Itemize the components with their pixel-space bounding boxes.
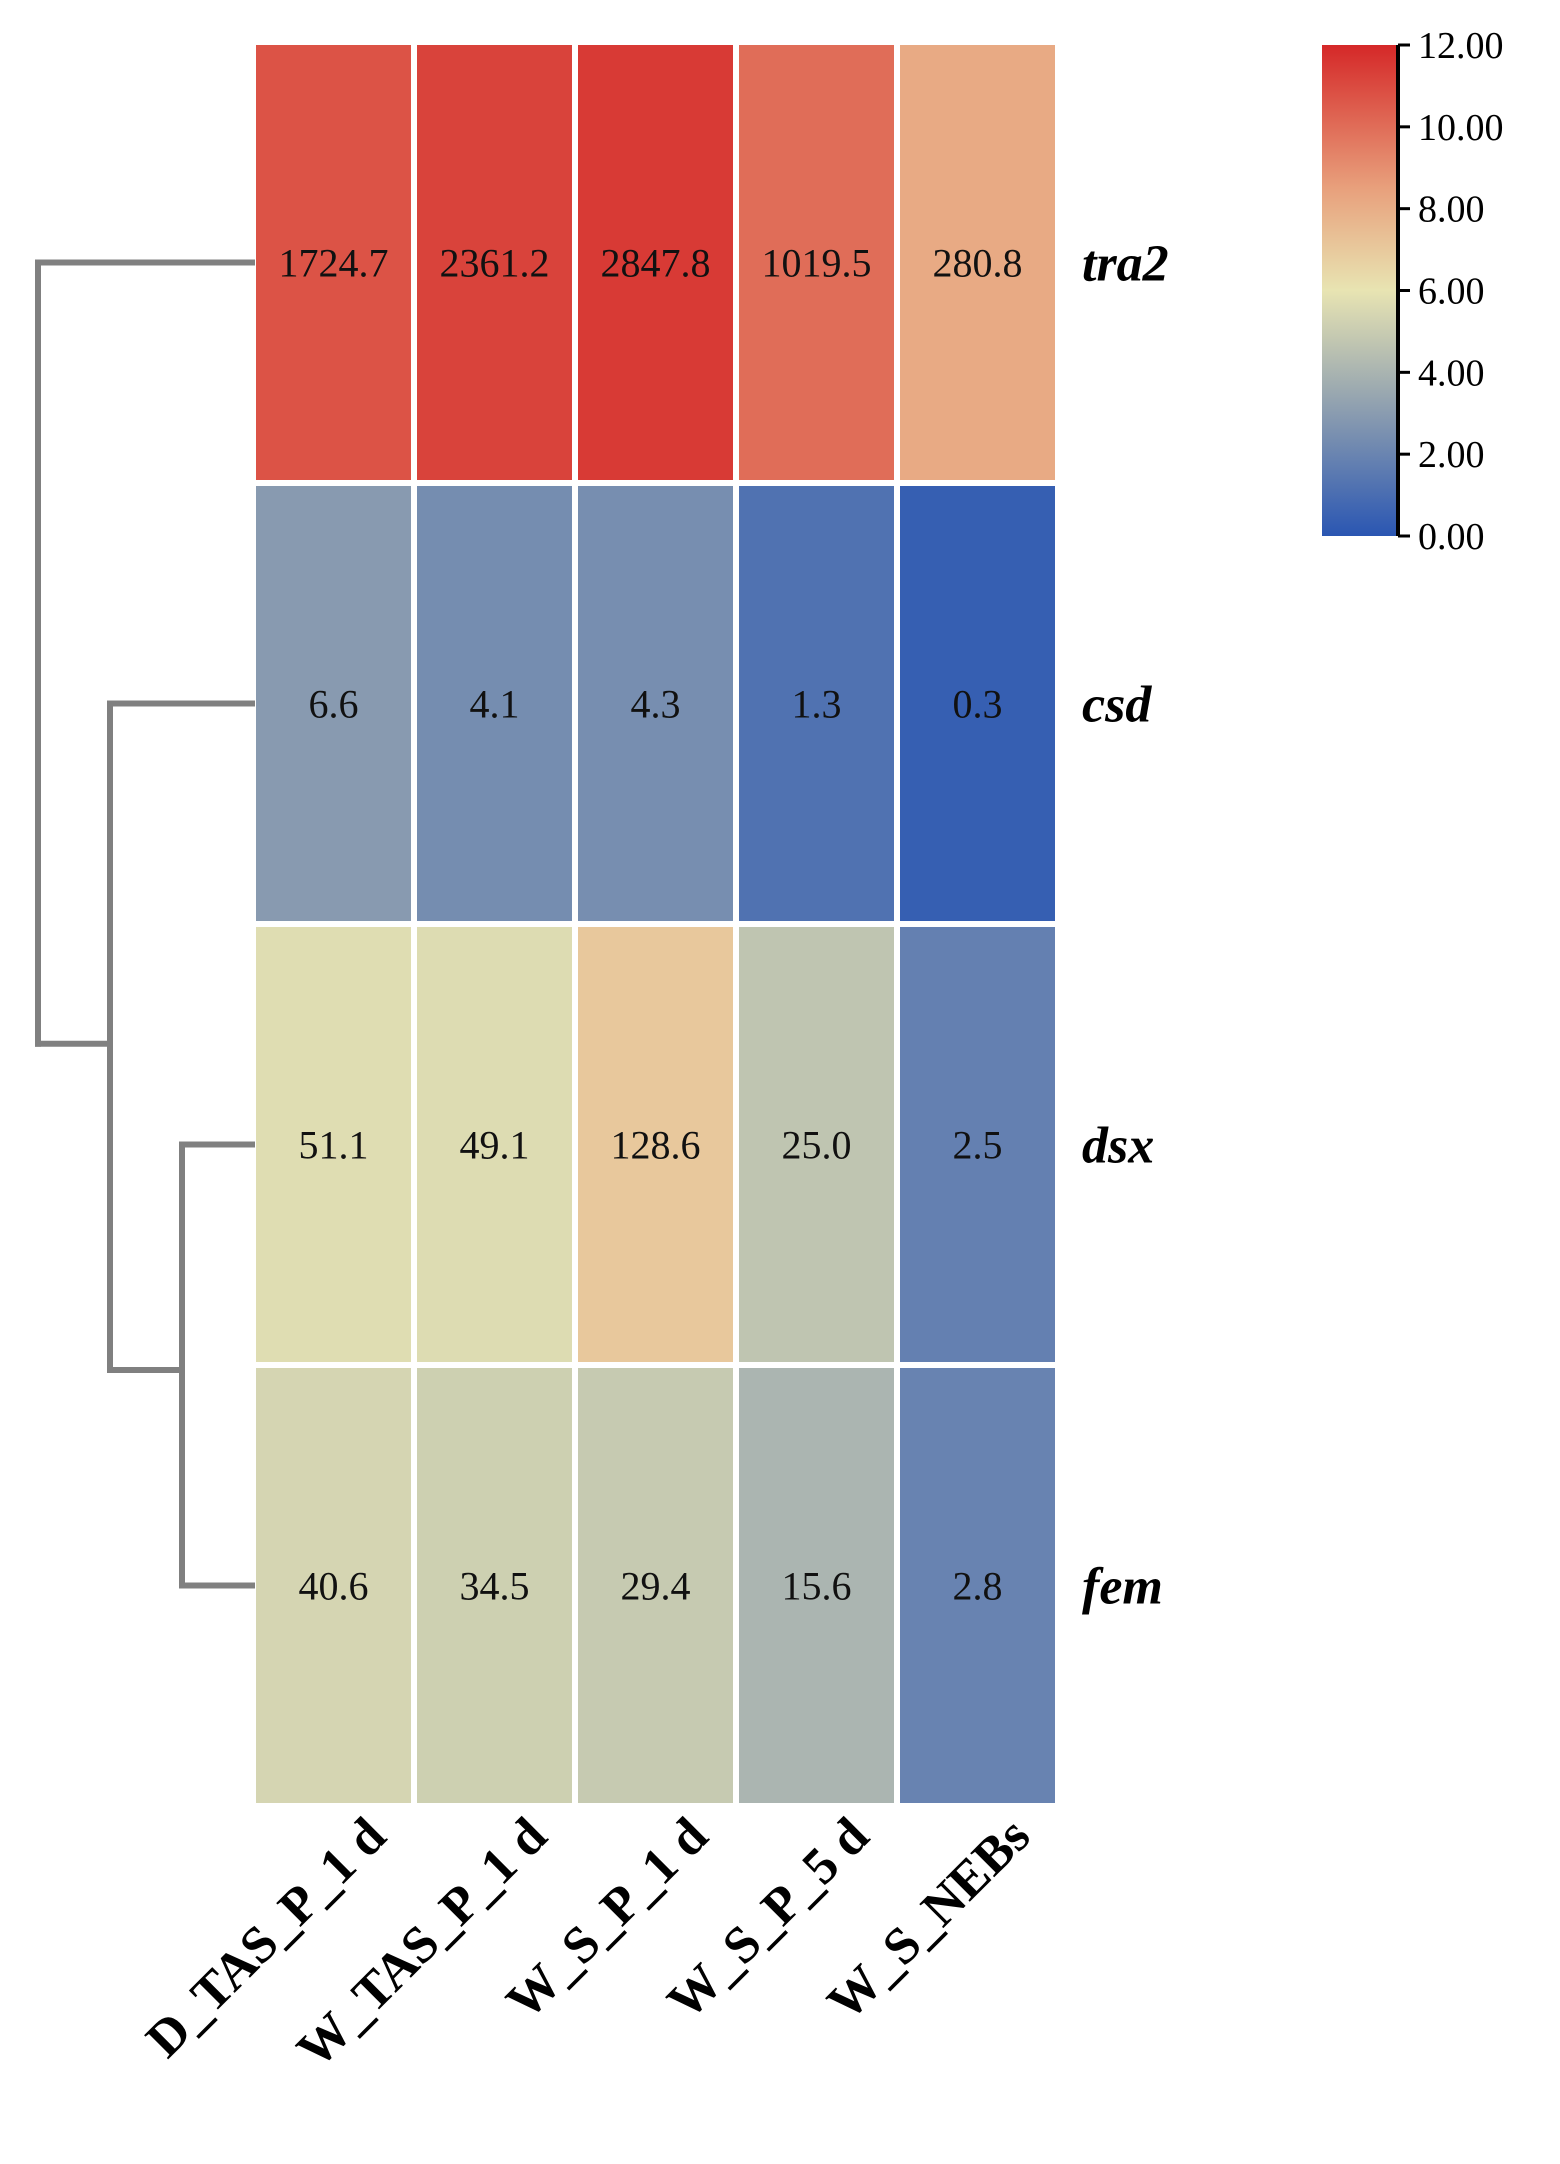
heatmap-cell	[578, 45, 733, 480]
heatmap-cell	[578, 927, 733, 1362]
heatmap-cell	[739, 1368, 894, 1803]
cell-value-label: 25.0	[782, 1123, 852, 1168]
heatmap-cell	[417, 1368, 572, 1803]
heatmap-cells: 1724.7 2361.2 2847.8 1019.5 280.8 6.6 4.1 4.3 1.…	[256, 45, 1055, 1803]
heatmap-cell	[256, 1368, 411, 1803]
heatmap-cell	[900, 927, 1055, 1362]
legend-tick-label: 0.00	[1418, 516, 1485, 558]
cell-value-label: 1019.5	[762, 241, 872, 286]
cell-value-label: 4.1	[470, 682, 520, 727]
cell-value-label: 0.3	[953, 682, 1003, 727]
legend-tick-label: 10.00	[1418, 107, 1504, 149]
heatmap-cell	[900, 1368, 1055, 1803]
cell-value-label: 51.1	[299, 1123, 369, 1168]
row-label: dsx	[1082, 1118, 1154, 1175]
heatmap-cell	[256, 486, 411, 921]
cell-value-label: 128.6	[611, 1123, 701, 1168]
row-labels: tra2 csd dsx fem	[1082, 236, 1169, 1616]
cell-value-label: 2361.2	[440, 241, 550, 286]
heatmap-cell	[739, 927, 894, 1362]
legend-tick-label: 4.00	[1418, 352, 1485, 394]
heatmap-cell	[256, 927, 411, 1362]
heatmap-cell	[578, 1368, 733, 1803]
cell-value-label: 1.3	[792, 682, 842, 727]
legend-tick-label: 8.00	[1418, 189, 1485, 231]
legend-tick-label: 12.00	[1418, 25, 1504, 67]
column-labels: D_TAS_P_1 dW_TAS_P_1 dW_S_P_1 dW_S_P_5 d…	[136, 1807, 1041, 2079]
cell-value-label: 1724.7	[279, 241, 389, 286]
heatmap-cell	[900, 45, 1055, 480]
cell-value-label: 2.5	[953, 1123, 1003, 1168]
cell-value-label: 2.8	[953, 1564, 1003, 1609]
row-label: tra2	[1082, 236, 1169, 293]
legend-color-bar	[1322, 45, 1396, 536]
heatmap-cell	[417, 927, 572, 1362]
cell-value-label: 34.5	[460, 1564, 530, 1609]
heatmap-cell	[417, 45, 572, 480]
heatmap-cell	[578, 486, 733, 921]
cell-value-label: 29.4	[621, 1564, 691, 1609]
cell-value-label: 6.6	[309, 682, 359, 727]
cell-value-label: 15.6	[782, 1564, 852, 1609]
heatmap-cell	[739, 486, 894, 921]
heatmap-cell	[739, 45, 894, 480]
heatmap-cell	[900, 486, 1055, 921]
row-dendrogram	[35, 259, 255, 1589]
cell-value-label: 4.3	[631, 682, 681, 727]
legend-tick-label: 2.00	[1418, 434, 1485, 476]
row-label: csd	[1082, 677, 1152, 734]
legend-tick-label: 6.00	[1418, 271, 1485, 313]
cell-value-label: 49.1	[460, 1123, 530, 1168]
color-legend: 12.00 10.00 8.00 6.00 4.00 2.00 0.00	[1322, 25, 1504, 558]
cell-value-label: 2847.8	[601, 241, 711, 286]
cell-value-label: 40.6	[299, 1564, 369, 1609]
heatmap-cell	[256, 45, 411, 480]
heatmap-cell	[417, 486, 572, 921]
row-label: fem	[1082, 1559, 1163, 1616]
cell-value-label: 280.8	[933, 241, 1023, 286]
